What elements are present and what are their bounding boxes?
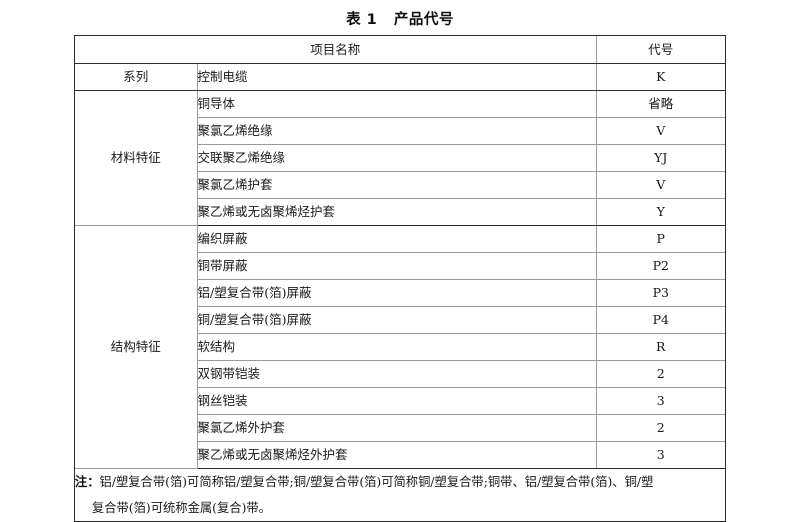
table-title: 表 1 产品代号	[346, 12, 454, 28]
table-note: 注：铝/塑复合带(箔)可简称铝/塑复合带;铜/塑复合带(箔)可简称铜/塑复合带;…	[75, 468, 726, 521]
item-name-cell: 钢丝铠装	[197, 387, 597, 415]
item-name-cell: 编织屏蔽	[196, 225, 597, 253]
item-code-cell: V	[595, 117, 726, 145]
item-code-cell: P	[595, 225, 726, 253]
item-code-cell: P3	[595, 279, 726, 307]
table-row: 聚乙烯或无卤聚烯烃护套 Y	[75, 198, 726, 226]
table-row: 聚乙烯或无卤聚烯烃外护套 3	[75, 441, 726, 469]
table-row: 软结构 R	[75, 333, 726, 361]
item-name-cell: 控制电缆	[196, 63, 597, 91]
table-row: 结构特征 编织屏蔽 P	[75, 225, 726, 469]
item-code-cell: 2	[595, 360, 726, 388]
item-code-cell: R	[595, 333, 726, 361]
table-row: 交联聚乙烯绝缘 YJ	[75, 144, 726, 172]
note-label: 注：	[75, 474, 100, 489]
document-page: 表 1 产品代号 项目名称 代号 系列 控制电缆 K	[74, 12, 726, 522]
table-row: 聚氯乙烯绝缘 V	[75, 117, 726, 145]
table-note-row: 注：铝/塑复合带(箔)可简称铝/塑复合带;铜/塑复合带(箔)可简称铜/塑复合带;…	[75, 468, 726, 521]
note-line-2: 复合带(箔)可统称金属(复合)带。	[91, 501, 271, 515]
item-code-cell: 2	[595, 414, 726, 442]
item-name-cell: 聚氯乙烯护套	[197, 171, 597, 199]
table-header-row: 项目名称 代号	[75, 36, 726, 64]
item-code-cell: YJ	[595, 144, 726, 172]
category-label-structure: 结构特征	[75, 225, 198, 469]
item-code-cell: 3	[595, 387, 726, 415]
item-code-cell: 省略	[595, 90, 726, 118]
note-line-1: 铝/塑复合带(箔)可简称铝/塑复合带;铜/塑复合带(箔)可简称铜/塑复合带;铜带…	[99, 475, 654, 489]
item-name-cell: 铝/塑复合带(箔)屏蔽	[197, 279, 597, 307]
table-row: 聚氯乙烯护套 V	[75, 171, 726, 199]
item-name-cell: 聚氯乙烯外护套	[197, 414, 597, 442]
item-name-cell: 交联聚乙烯绝缘	[197, 144, 597, 172]
item-name-cell: 聚氯乙烯绝缘	[197, 117, 597, 145]
item-name-cell: 铜导体	[196, 90, 597, 118]
item-name-cell: 铜带屏蔽	[197, 252, 597, 280]
item-name-cell: 软结构	[197, 333, 597, 361]
column-header-item-name: 项目名称	[75, 36, 597, 64]
category-label-series: 系列	[75, 63, 198, 91]
item-code-cell: P4	[595, 306, 726, 334]
table-row: 聚氯乙烯外护套 2	[75, 414, 726, 442]
product-code-table-wrapper: 项目名称 代号 系列 控制电缆 K 材料特征 铜导体 省略 聚氯乙烯绝缘	[74, 35, 726, 522]
item-name-cell: 铜/塑复合带(箔)屏蔽	[197, 306, 597, 334]
item-name-cell: 聚乙烯或无卤聚烯烃护套	[197, 198, 597, 226]
table-row: 铜带屏蔽 P2	[75, 252, 726, 280]
table-row: 铝/塑复合带(箔)屏蔽 P3	[75, 279, 726, 307]
table-row: 双钢带铠装 2	[75, 360, 726, 388]
table-row: 系列 控制电缆 K	[75, 63, 726, 91]
item-code-cell: K	[595, 63, 726, 91]
item-code-cell: Y	[595, 198, 726, 226]
column-header-code: 代号	[595, 36, 726, 64]
item-code-cell: V	[595, 171, 726, 199]
item-code-cell: 3	[595, 441, 726, 469]
table-row: 材料特征 铜导体 省略	[75, 90, 726, 226]
item-name-cell: 双钢带铠装	[197, 360, 597, 388]
item-name-cell: 聚乙烯或无卤聚烯烃外护套	[197, 441, 597, 469]
item-code-cell: P2	[595, 252, 726, 280]
category-label-material: 材料特征	[75, 90, 198, 226]
product-code-table: 项目名称 代号 系列 控制电缆 K 材料特征 铜导体 省略 聚氯乙烯绝缘	[75, 36, 726, 521]
